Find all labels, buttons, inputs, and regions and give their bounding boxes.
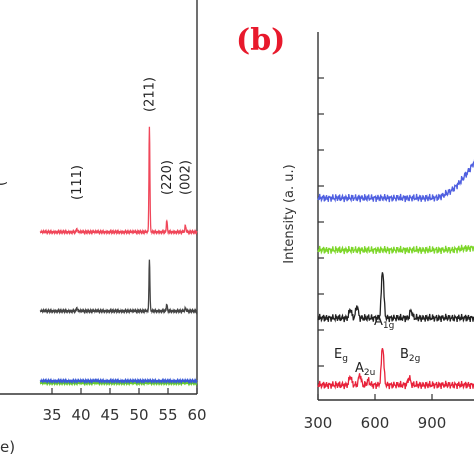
panel-a-peak-label: (220) xyxy=(160,160,175,195)
panel-b-x-tick-label: 600 xyxy=(361,414,390,432)
panel-b-series-line xyxy=(317,348,474,390)
panel-a-x-tick-label: 60 xyxy=(187,406,206,424)
panel-a-x-axis-label-fragment: e) xyxy=(0,438,15,456)
panel-a-peak-label: (002) xyxy=(178,160,193,195)
panel-a-series-line xyxy=(39,379,198,387)
panel-a-x-tick-label: 50 xyxy=(129,406,148,424)
panel-b-label: (b) xyxy=(236,23,285,58)
panel-b-band-label: B2g xyxy=(400,347,420,364)
panel-a-peak-label: (111) xyxy=(70,165,85,200)
panel-a-x-tick-label: 45 xyxy=(100,406,119,424)
panel-a-peak-label-partial: ( xyxy=(0,181,9,186)
panel-b-series-line xyxy=(317,244,474,255)
panel-a-series-line xyxy=(39,377,198,385)
panel-a-series-line xyxy=(39,126,198,236)
panel-b-series-line xyxy=(317,272,474,323)
panel-b: (b) Intensity (a. u.) 3006009001 EgA2uA1… xyxy=(236,23,474,432)
panel-b-band-label: Eg xyxy=(334,347,348,364)
panel-b-y-axis-label: Intensity (a. u.) xyxy=(282,164,297,263)
panel-a-series-line xyxy=(39,259,198,315)
panel-a-x-tick-label: 35 xyxy=(42,406,61,424)
panel-a-peak-label: (211) xyxy=(142,77,157,112)
panel-b-series-line xyxy=(317,158,474,203)
panel-b-x-tick-label: 300 xyxy=(304,414,333,432)
panel-b-band-label: A2u xyxy=(355,361,375,378)
panel-a: 35 40 45 50 55 60 (111) (211) (220)(002) ( e) xyxy=(0,0,207,456)
panel-a-x-tick-label: 55 xyxy=(158,406,177,424)
panel-a-x-tick-label: 40 xyxy=(71,406,90,424)
panel-b-x-tick-label: 900 xyxy=(418,414,447,432)
